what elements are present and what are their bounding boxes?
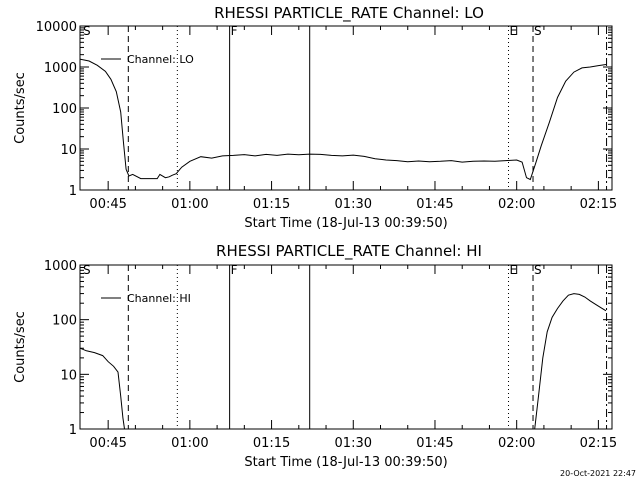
- chart-title-hi: RHESSI PARTICLE_RATE Channel: HI: [216, 242, 482, 261]
- y-tick-label: 10000: [36, 20, 77, 35]
- x-tick-label: 01:00: [171, 197, 208, 212]
- x-tick-label: 02:00: [498, 197, 535, 212]
- plot-area-hi: [80, 293, 607, 430]
- y-axis-label-hi: Counts/sec: [13, 311, 28, 383]
- chart-panel-hi: RHESSI PARTICLE_RATE Channel: HI Counts/…: [13, 242, 617, 470]
- legend-label-lo: Channel: LO: [127, 53, 194, 66]
- legend-label-hi: Channel: HI: [127, 292, 191, 305]
- y-tick-label: 1000: [44, 259, 77, 274]
- event-marker-label: E: [510, 24, 518, 38]
- legend-hi: Channel: HI: [101, 292, 191, 305]
- series-line-hi: [80, 347, 125, 430]
- series-line-lo: [80, 58, 607, 181]
- y-tick-label: 1000: [44, 61, 77, 76]
- x-tick-label: 01:00: [171, 436, 208, 451]
- ticks-hi: 1 10 100 1000 00:45 01:00 01:15 01:30 01:45 02:00…: [44, 259, 617, 451]
- y-tick-label: 1: [69, 184, 77, 199]
- y-tick-label: 10: [60, 143, 77, 158]
- event-marker-label: F: [231, 24, 238, 38]
- legend-lo: Channel: LO: [101, 53, 194, 66]
- y-tick-label: 100: [52, 102, 77, 117]
- x-axis-label-hi: Start Time (18-Jul-13 00:39:50): [244, 455, 447, 470]
- event-marker-label: S: [83, 263, 91, 277]
- x-tick-label: 02:15: [580, 436, 617, 451]
- event-marker-label: F: [231, 263, 238, 277]
- chart-title-lo: RHESSI PARTICLE_RATE Channel: LO: [214, 4, 484, 23]
- ticks-lo: 1 10 100 1000 10000 00:45 01:00 01:15 01:30 01:45…: [36, 20, 617, 212]
- x-tick-label: 01:30: [335, 197, 372, 212]
- chart-panel-lo: RHESSI PARTICLE_RATE Channel: LO Counts/…: [13, 4, 617, 231]
- x-tick-label: 01:15: [253, 197, 290, 212]
- event-marker-label: S: [534, 263, 542, 277]
- plot-area-lo: [80, 58, 607, 181]
- x-tick-label: 02:15: [580, 197, 617, 212]
- x-tick-label: 01:45: [416, 436, 453, 451]
- event-marker-label: S: [83, 24, 91, 38]
- x-tick-label: 01:45: [416, 197, 453, 212]
- series-line-hi: [534, 293, 607, 430]
- x-tick-label: 01:30: [335, 436, 372, 451]
- y-tick-label: 100: [52, 314, 77, 329]
- plot-frame-hi: [79, 264, 613, 430]
- y-tick-label: 1: [69, 423, 77, 438]
- event-marker-label: S: [534, 24, 542, 38]
- x-tick-label: 00:45: [89, 197, 126, 212]
- x-axis-label-lo: Start Time (18-Jul-13 00:39:50): [244, 216, 447, 231]
- x-tick-label: 01:15: [253, 436, 290, 451]
- y-axis-label-lo: Counts/sec: [13, 72, 28, 144]
- footer-timestamp: 20-Oct-2021 22:47: [560, 469, 636, 478]
- event-marker-label: E: [510, 263, 518, 277]
- x-tick-label: 00:45: [89, 436, 126, 451]
- x-tick-label: 02:00: [498, 436, 535, 451]
- y-tick-label: 10: [60, 368, 77, 383]
